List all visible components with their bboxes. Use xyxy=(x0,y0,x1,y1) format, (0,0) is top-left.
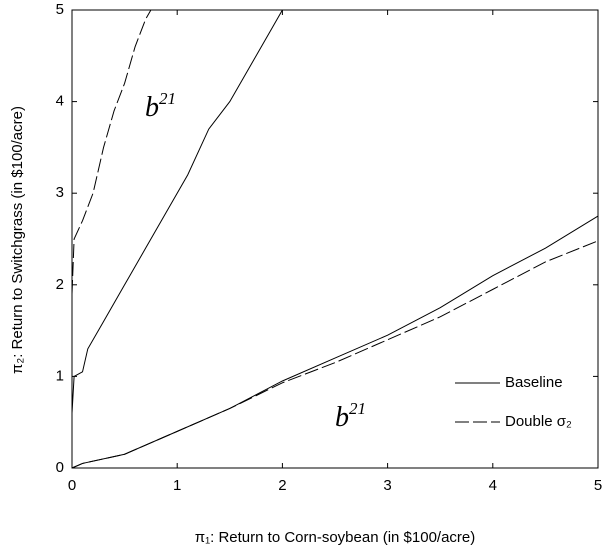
x-axis-label: π₁: Return to Corn-soybean (in $100/acre… xyxy=(195,529,476,546)
legend-label: Double σ₂ xyxy=(505,413,572,430)
plot-frame xyxy=(71,9,599,469)
x-tick-label: 4 xyxy=(489,477,497,494)
x-tick-label: 1 xyxy=(173,477,181,494)
y-tick-label: 1 xyxy=(56,367,64,384)
x-tick-label: 0 xyxy=(68,477,76,494)
y-tick-label: 0 xyxy=(56,459,64,476)
y-tick-label: 2 xyxy=(56,276,64,293)
x-tick-label: 2 xyxy=(278,477,286,494)
annotation: b21 xyxy=(335,399,366,434)
series-line xyxy=(71,9,152,294)
series-line xyxy=(71,240,599,469)
x-tick-label: 5 xyxy=(594,477,602,494)
annotation-sup: 21 xyxy=(159,89,176,108)
annotation-text: b xyxy=(335,402,349,433)
x-tick-label: 3 xyxy=(383,477,391,494)
series-line xyxy=(71,9,283,414)
annotation-text: b xyxy=(145,92,159,123)
annotation: b21 xyxy=(145,89,176,124)
y-tick-label: 3 xyxy=(56,184,64,201)
y-axis-label: π₂: Return to Switchgrass (in $100/acre) xyxy=(9,106,26,374)
legend-label: Baseline xyxy=(505,374,563,391)
y-tick-label: 5 xyxy=(56,1,64,18)
y-tick-label: 4 xyxy=(56,93,64,110)
annotation-sup: 21 xyxy=(349,399,366,418)
